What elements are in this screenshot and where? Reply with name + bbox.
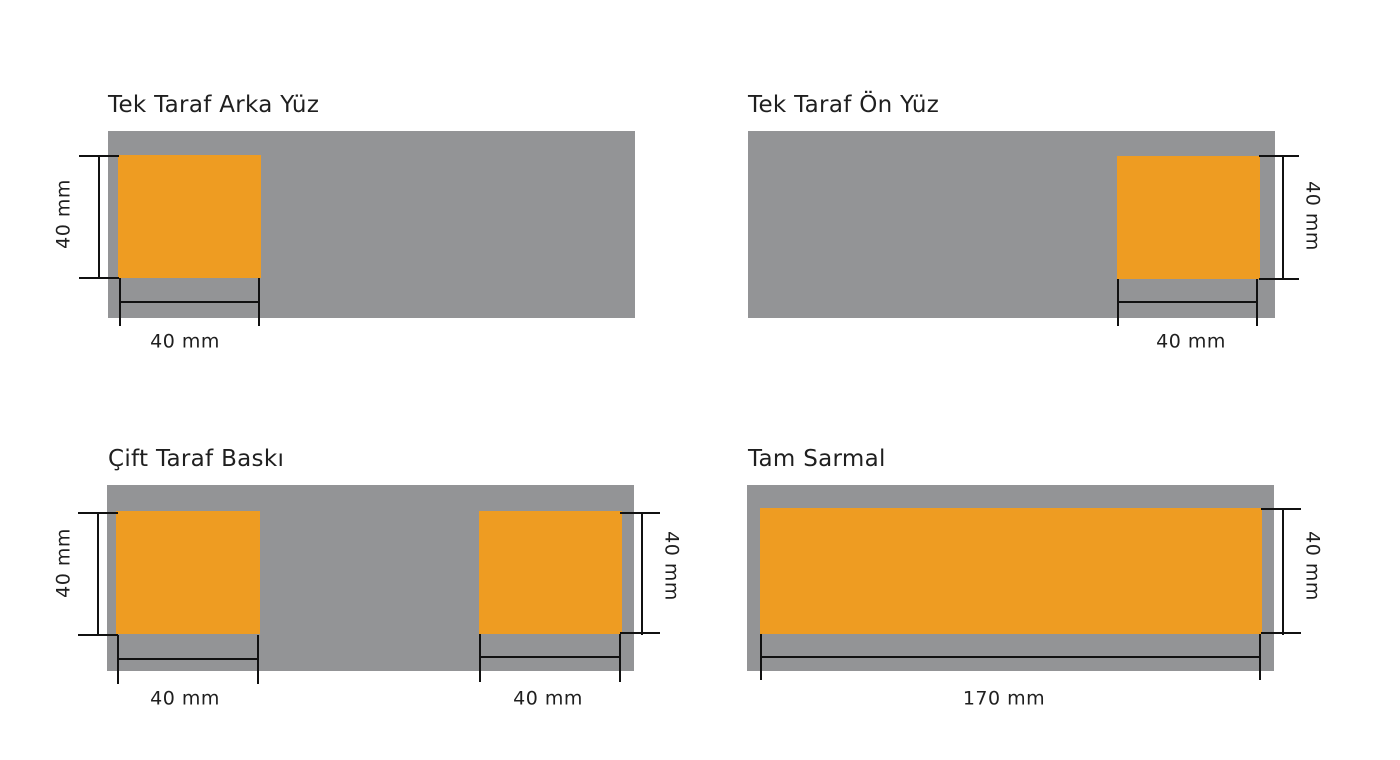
width-dimension-tick [1117, 279, 1119, 326]
height-label: 40 mm [1301, 531, 1324, 601]
width-label: 40 mm [150, 330, 220, 353]
width-dimension-tick [1256, 279, 1258, 326]
left-width-dimension-tick [117, 635, 119, 684]
print-area [118, 155, 261, 278]
right-height-dimension-tick [620, 632, 660, 634]
width-dimension-tick [258, 278, 260, 326]
height-dimension-tick [1261, 508, 1301, 510]
width-dimension-line [762, 656, 1260, 658]
print-area-right [479, 511, 622, 634]
height-dimension-tick [79, 277, 119, 279]
height-dimension-tick [1261, 632, 1301, 634]
left-width-dimension-line [118, 658, 259, 660]
height-label: 40 mm [52, 179, 75, 249]
width-dimension-line [119, 301, 260, 303]
width-label: 40 mm [1156, 330, 1226, 353]
width-label: 170 mm [962, 687, 1046, 710]
print-area [1117, 156, 1260, 279]
width-dimension-tick [760, 634, 762, 680]
right-width-dimension-line [481, 656, 620, 658]
left-height-dimension-line [97, 513, 99, 636]
left-width-dimension-tick [257, 635, 259, 684]
print-area-left [116, 511, 260, 634]
height-label: 40 mm [1301, 181, 1324, 251]
panel-title: Çift Taraf Baskı [108, 446, 285, 472]
left-height-label: 40 mm [52, 528, 75, 598]
right-width-dimension-tick [479, 634, 481, 682]
right-height-dimension-tick [620, 512, 660, 514]
height-dimension-tick [1259, 278, 1299, 280]
height-dimension-line [1282, 156, 1284, 280]
right-width-dimension-tick [619, 634, 621, 682]
panel-title: Tek Taraf Ön Yüz [748, 92, 940, 118]
width-dimension-tick [1259, 634, 1261, 680]
left-height-dimension-tick [78, 512, 118, 514]
left-width-label: 40 mm [150, 687, 220, 710]
height-dimension-line [98, 155, 100, 279]
height-dimension-tick [1259, 155, 1299, 157]
right-width-label: 40 mm [513, 687, 583, 710]
right-height-dimension-line [641, 513, 643, 635]
print-area [760, 508, 1262, 634]
width-dimension-tick [119, 278, 121, 326]
left-height-dimension-tick [78, 634, 118, 636]
height-dimension-line [1282, 509, 1284, 635]
height-dimension-tick [79, 155, 119, 157]
panel-title: Tam Sarmal [748, 446, 886, 472]
panel-title: Tek Taraf Arka Yüz [108, 92, 320, 118]
right-height-label: 40 mm [660, 531, 683, 601]
width-dimension-line [1118, 301, 1258, 303]
